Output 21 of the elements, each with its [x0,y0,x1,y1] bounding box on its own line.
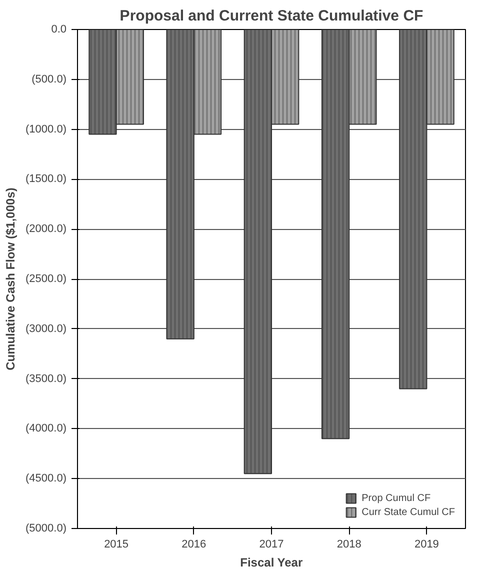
x-tick-label: 2019 [414,538,439,550]
x-tick-label: 2017 [259,538,284,550]
chart-title: Proposal and Current State Cumulative CF [120,8,424,24]
y-tick-label: (3000.0) [26,322,67,335]
legend-label: Prop Cumul CF [362,492,431,504]
y-tick-label: 0.0 [51,24,67,36]
y-axis-title: Cumulative Cash Flow ($1,000s) [4,188,18,370]
x-tick-label: 2016 [182,538,206,550]
y-tick-label: (5000.0) [26,522,67,534]
y-tick-label: (4500.0) [26,472,67,485]
y-tick-label: (1000.0) [26,123,67,136]
y-tick-label: (2500.0) [26,273,67,285]
y-tick-label: (1500.0) [26,173,67,186]
x-tick-label: 2015 [104,538,129,550]
y-tick-label: (3500.0) [26,372,67,385]
y-tick-label: (4000.0) [26,422,67,435]
x-axis-title: Fiscal Year [240,556,303,570]
y-tick-label: (500.0) [32,73,67,86]
x-tick-label: 2018 [336,538,362,550]
y-tick-label: (2000.0) [26,223,67,236]
legend-label: Curr State Cumul CF [362,506,455,518]
